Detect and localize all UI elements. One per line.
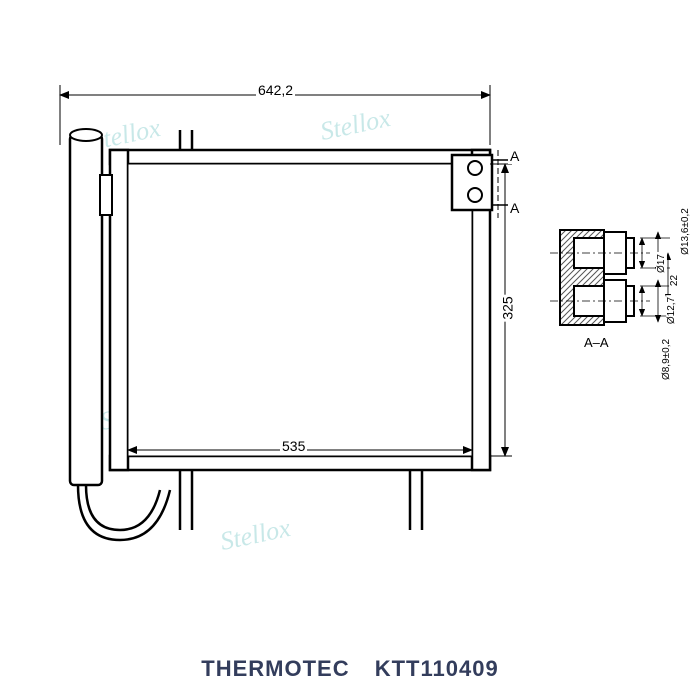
brand-name: THERMOTEC <box>201 656 349 681</box>
dim-port2-inner: Ø12,7 <box>666 295 677 326</box>
footer: THERMOTEC KTT110409 <box>0 656 700 682</box>
dim-overall-width: 642,2 <box>256 82 295 98</box>
drawing-svg <box>0 0 700 620</box>
dim-port1-outer: Ø13,6±0,2 <box>680 206 691 257</box>
technical-drawing-canvas: Stellox Stellox Stellox Stellox Stellox … <box>0 0 700 700</box>
section-mark-a2: A <box>508 200 521 216</box>
dim-port2-outer: Ø8,9±0,2 <box>661 337 672 382</box>
dim-port-spacing: 22 <box>669 273 680 288</box>
dim-core-width: 535 <box>280 438 307 454</box>
section-aa-label: A–A <box>582 335 611 350</box>
dim-port1-inner: Ø17 <box>656 252 667 275</box>
part-number: KTT110409 <box>375 656 499 681</box>
dim-core-height: 325 <box>500 294 516 321</box>
section-mark-a: A <box>508 148 521 164</box>
